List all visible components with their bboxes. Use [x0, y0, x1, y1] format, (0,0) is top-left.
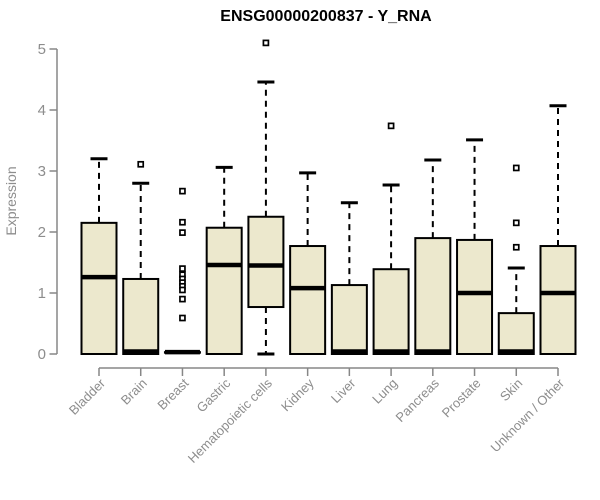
box-hematopoietic-cells: [247, 39, 285, 356]
x-category-label: Brain: [118, 376, 150, 408]
y-tick-label: 1: [38, 285, 46, 302]
x-category-label: Pancreas: [392, 375, 442, 425]
box-gastric: [205, 165, 243, 355]
outlier-point: [179, 229, 186, 236]
box-brain: [122, 160, 160, 355]
y-axis-label: Expression: [3, 166, 19, 235]
iqr-box: [414, 237, 452, 356]
outlier-point: [137, 160, 145, 168]
iqr-box: [539, 245, 577, 355]
outlier-point: [179, 187, 186, 195]
outlier-point: [512, 219, 520, 227]
box-lung: [372, 122, 410, 355]
iqr-box: [456, 238, 494, 355]
x-category-label: Liver: [328, 375, 359, 406]
x-category-label: Gastric: [194, 375, 234, 415]
iqr-box: [372, 268, 410, 355]
outlier-point: [179, 295, 186, 303]
box-bladder: [80, 157, 118, 355]
box-unknown-other: [539, 104, 577, 355]
x-category-label: Bladder: [66, 375, 109, 418]
x-category-label: Kidney: [278, 375, 317, 414]
x-category-label: Unknown / Other: [488, 375, 568, 455]
box-prostate: [456, 138, 494, 355]
iqr-box: [497, 312, 535, 356]
iqr-box: [247, 215, 285, 309]
iqr-box: [289, 245, 327, 355]
chart-title: ENSG00000200837 - Y_RNA: [220, 8, 432, 25]
box-skin: [497, 164, 535, 356]
iqr-box: [122, 277, 160, 355]
iqr-box: [205, 226, 243, 355]
iqr-box: [330, 284, 368, 356]
x-category-label: Breast: [154, 375, 191, 412]
outlier-point: [179, 314, 186, 322]
y-tick-label: 0: [38, 346, 46, 363]
box-kidney: [289, 171, 327, 355]
outlier-point: [179, 286, 186, 294]
box-liver: [330, 201, 368, 356]
y-tick-label: 4: [38, 102, 46, 119]
boxes-group: [80, 39, 577, 356]
outlier-point: [179, 265, 186, 272]
box-pancreas: [414, 158, 452, 356]
iqr-box: [80, 221, 118, 355]
outlier-point: [262, 39, 270, 47]
outlier-point: [512, 164, 520, 172]
x-category-label: Skin: [497, 376, 525, 404]
x-category-label: Prostate: [439, 376, 484, 421]
y-tick-label: 2: [38, 224, 46, 241]
box-breast: [163, 187, 201, 355]
x-category-label: Lung: [369, 376, 400, 407]
outlier-point: [387, 122, 395, 130]
y-tick-label: 5: [38, 41, 46, 58]
outlier-point: [179, 218, 186, 226]
y-tick-label: 3: [38, 163, 46, 180]
outlier-point: [512, 243, 520, 251]
